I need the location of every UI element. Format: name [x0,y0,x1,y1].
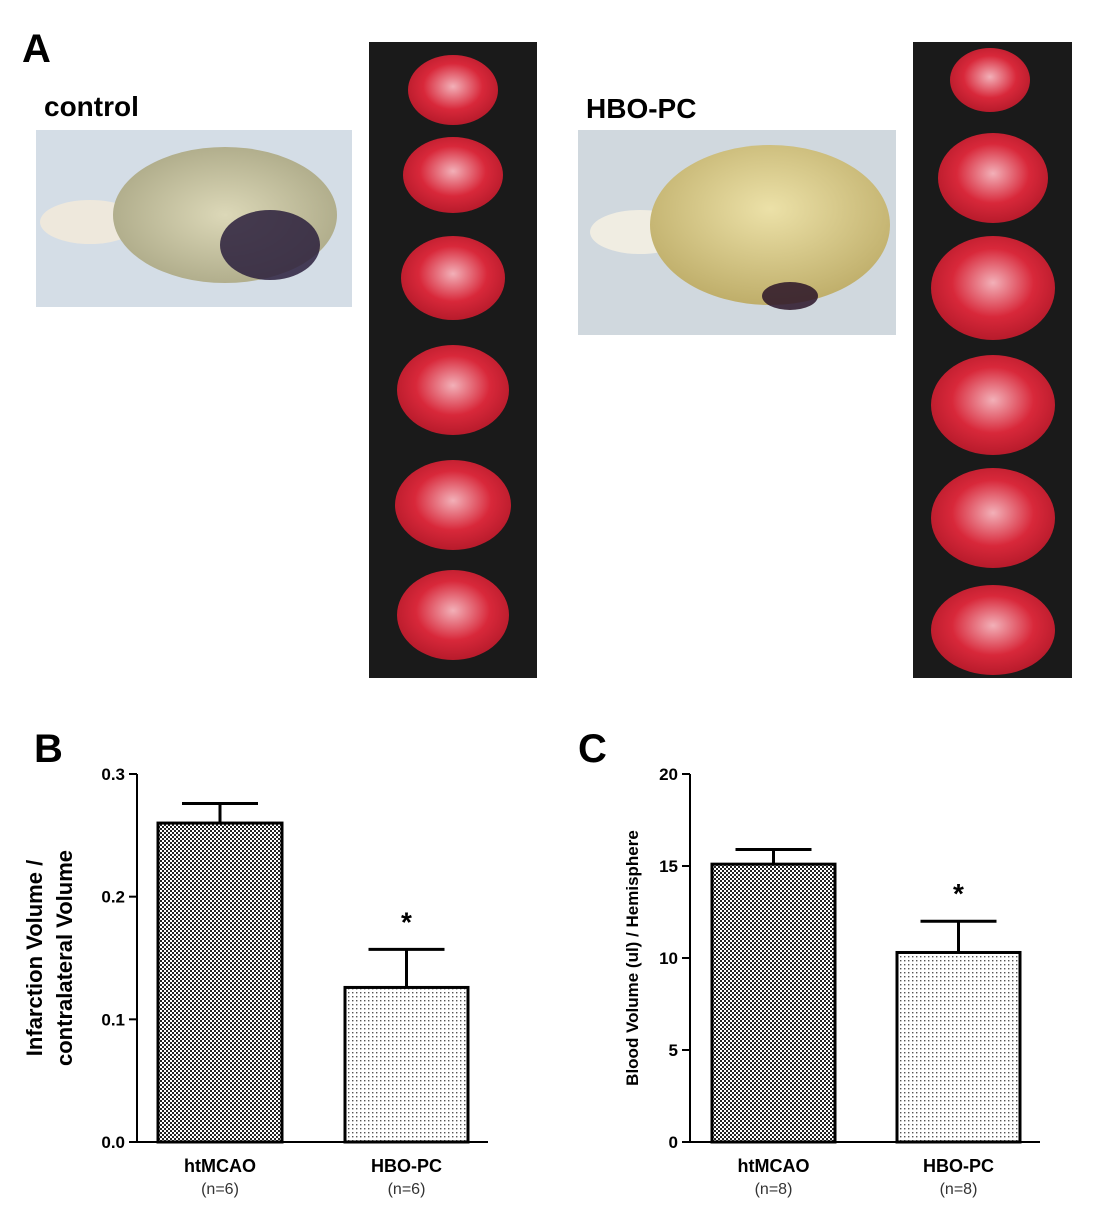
panel-label: A [22,27,51,71]
y-axis-label: Infarction Volume / [22,860,47,1056]
y-tick-label: 0.1 [101,1010,125,1029]
panel-a: A control HBO-PC [22,27,1072,678]
y-tick-label: 20 [659,765,678,784]
significance-marker: * [953,878,964,909]
slice-strip [369,42,537,678]
bar [156,821,284,1144]
group-label: HBO-PC [586,93,696,124]
x-tick-label: HBO-PC [371,1156,442,1176]
y-tick-label: 0.2 [101,888,125,907]
brain-photo [578,130,896,335]
y-tick-label: 0.0 [101,1133,125,1152]
panel-label: B [34,727,63,771]
x-tick-label: HBO-PC [923,1156,994,1176]
bar [710,862,837,1144]
significance-marker: * [401,906,412,937]
y-tick-label: 15 [659,857,678,876]
category-note: (n=6) [388,1181,426,1198]
y-tick-label: 0 [669,1133,678,1152]
y-tick-label: 10 [659,949,678,968]
group-label: control [44,91,139,122]
y-tick-label: 5 [669,1041,678,1060]
x-tick-label: htMCAO [738,1156,810,1176]
panel-label: C [578,727,607,771]
bar [895,950,1022,1144]
y-tick-label: 0.3 [101,765,125,784]
bar [343,985,470,1144]
y-axis-label: contralateral Volume [52,850,77,1066]
y-axis-label: Blood Volume (ul) / Hemisphere [623,830,642,1086]
category-note: (n=6) [201,1181,239,1198]
x-tick-label: htMCAO [184,1156,256,1176]
brain-photo [36,130,352,307]
slice-strip [913,42,1072,678]
category-note: (n=8) [755,1181,793,1198]
category-note: (n=8) [940,1181,978,1198]
